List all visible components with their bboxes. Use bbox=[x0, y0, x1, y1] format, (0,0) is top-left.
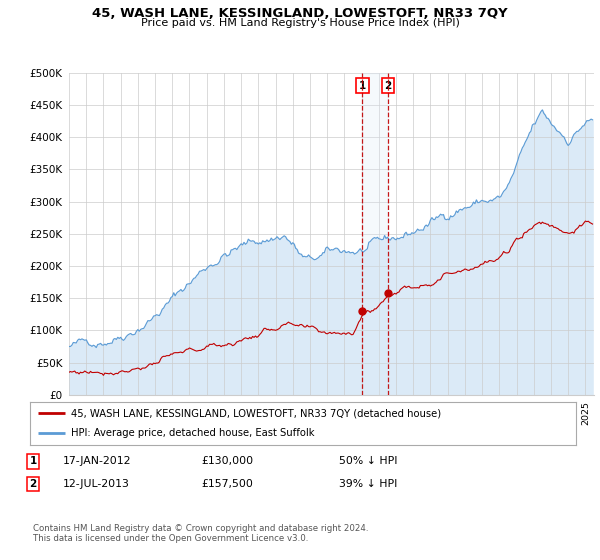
Text: 45, WASH LANE, KESSINGLAND, LOWESTOFT, NR33 7QY (detached house): 45, WASH LANE, KESSINGLAND, LOWESTOFT, N… bbox=[71, 408, 441, 418]
Text: Contains HM Land Registry data © Crown copyright and database right 2024.
This d: Contains HM Land Registry data © Crown c… bbox=[33, 524, 368, 543]
Text: 1: 1 bbox=[359, 81, 366, 91]
Text: 2: 2 bbox=[29, 479, 37, 489]
Text: 1: 1 bbox=[29, 456, 37, 466]
Text: 39% ↓ HPI: 39% ↓ HPI bbox=[339, 479, 397, 489]
Text: 2: 2 bbox=[384, 81, 392, 91]
Text: HPI: Average price, detached house, East Suffolk: HPI: Average price, detached house, East… bbox=[71, 428, 314, 438]
Text: £130,000: £130,000 bbox=[201, 456, 253, 466]
Text: 17-JAN-2012: 17-JAN-2012 bbox=[63, 456, 131, 466]
Text: 45, WASH LANE, KESSINGLAND, LOWESTOFT, NR33 7QY: 45, WASH LANE, KESSINGLAND, LOWESTOFT, N… bbox=[92, 7, 508, 20]
Bar bbox=[362, 73, 388, 395]
Text: Price paid vs. HM Land Registry's House Price Index (HPI): Price paid vs. HM Land Registry's House … bbox=[140, 18, 460, 29]
Text: 50% ↓ HPI: 50% ↓ HPI bbox=[339, 456, 397, 466]
Text: 12-JUL-2013: 12-JUL-2013 bbox=[63, 479, 130, 489]
Text: £157,500: £157,500 bbox=[201, 479, 253, 489]
